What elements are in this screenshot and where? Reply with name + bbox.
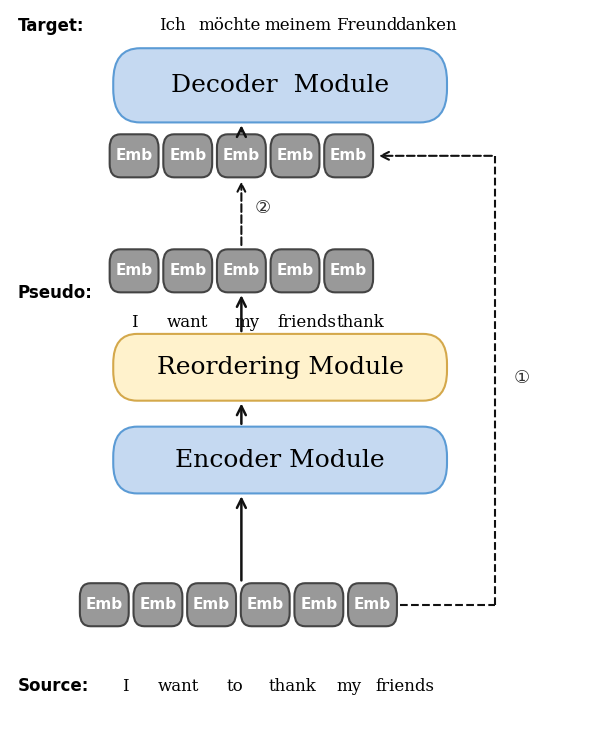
Text: Emb: Emb [330,263,367,278]
Text: my: my [235,315,260,331]
Text: ①: ① [513,370,530,387]
FancyBboxPatch shape [134,583,182,626]
Text: Emb: Emb [169,148,206,163]
Text: ②: ② [254,199,271,217]
FancyBboxPatch shape [163,134,212,177]
Text: Freund: Freund [336,18,397,34]
Text: Emb: Emb [330,148,367,163]
Text: Emb: Emb [116,263,153,278]
Text: thank: thank [337,315,384,331]
Text: Emb: Emb [139,597,176,612]
Text: Emb: Emb [277,263,313,278]
FancyBboxPatch shape [217,134,266,177]
FancyBboxPatch shape [271,134,319,177]
Text: Emb: Emb [116,148,153,163]
FancyBboxPatch shape [217,249,266,292]
FancyBboxPatch shape [110,134,159,177]
FancyBboxPatch shape [110,249,159,292]
Text: friends: friends [278,315,336,331]
FancyBboxPatch shape [324,134,373,177]
Text: Emb: Emb [354,597,391,612]
FancyBboxPatch shape [324,249,373,292]
Text: Decoder  Module: Decoder Module [171,74,389,96]
Text: Emb: Emb [277,148,313,163]
Text: Emb: Emb [169,263,206,278]
Text: Source:: Source: [18,677,89,695]
FancyBboxPatch shape [271,249,319,292]
Text: meinem: meinem [265,18,331,34]
Text: Emb: Emb [223,148,260,163]
Text: I: I [131,315,138,331]
FancyBboxPatch shape [348,583,397,626]
Text: to: to [227,678,244,695]
FancyBboxPatch shape [294,583,343,626]
FancyBboxPatch shape [187,583,236,626]
Text: danken: danken [395,18,457,34]
Text: Emb: Emb [223,263,260,278]
FancyBboxPatch shape [80,583,129,626]
Text: my: my [336,678,361,695]
FancyBboxPatch shape [113,427,447,493]
Text: Reordering Module: Reordering Module [157,356,403,378]
Text: friends: friends [376,678,434,695]
Text: want: want [158,678,200,695]
FancyBboxPatch shape [241,583,290,626]
FancyBboxPatch shape [163,249,212,292]
Text: möchte: möchte [198,18,260,34]
Text: Emb: Emb [300,597,337,612]
Text: Emb: Emb [247,597,284,612]
Text: Emb: Emb [86,597,123,612]
FancyBboxPatch shape [113,48,447,122]
Text: Target:: Target: [18,17,85,35]
Text: Encoder Module: Encoder Module [175,449,385,471]
Text: I: I [122,678,129,695]
Text: want: want [167,315,209,331]
Text: Emb: Emb [193,597,230,612]
FancyBboxPatch shape [113,334,447,401]
Text: Ich: Ich [160,18,186,34]
Text: Pseudo:: Pseudo: [18,284,93,302]
Text: thank: thank [268,678,316,695]
